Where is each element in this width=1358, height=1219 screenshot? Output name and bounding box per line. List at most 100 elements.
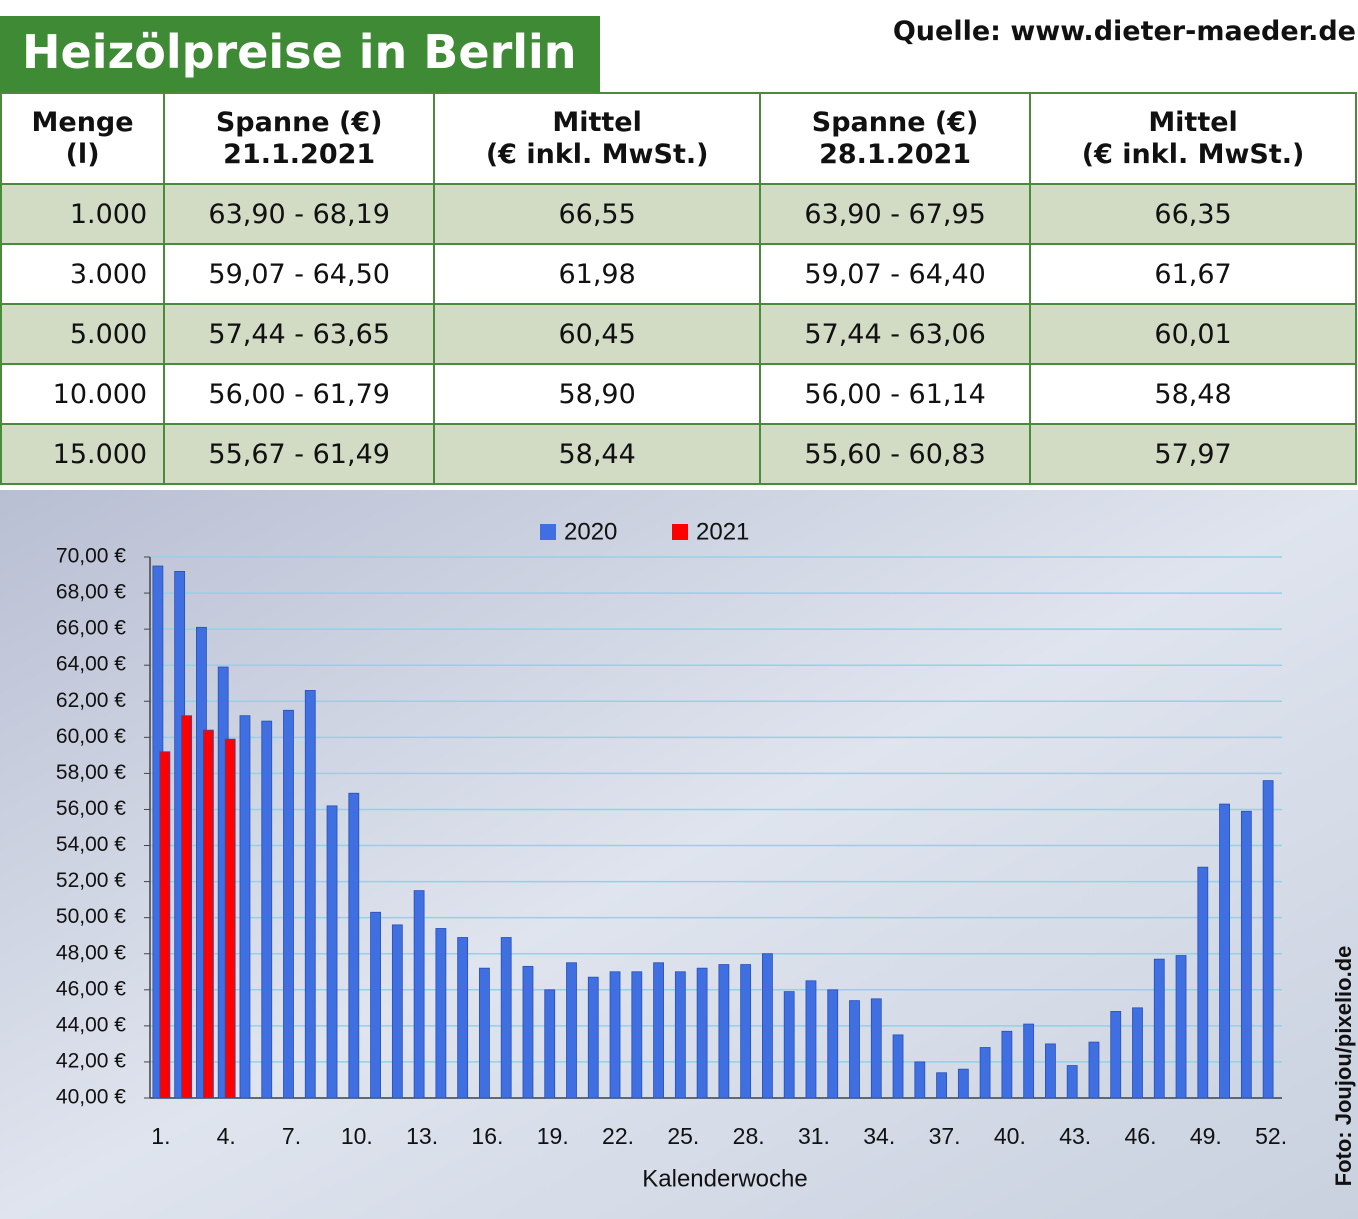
x-tick-label: 4. <box>217 1123 236 1149</box>
source: Quelle: www.dieter-maeder.de <box>892 16 1356 47</box>
header-line: (l) <box>65 138 100 170</box>
bar <box>370 911 381 1099</box>
bar <box>783 991 795 1099</box>
table-cell: 66,35 <box>1029 183 1357 245</box>
table-cell: 57,44 - 63,65 <box>163 303 436 365</box>
x-tick-label: 28. <box>733 1123 765 1149</box>
bar <box>413 890 425 1099</box>
bar <box>479 967 490 1099</box>
bar <box>870 998 882 1099</box>
x-tick-label: 31. <box>798 1123 830 1149</box>
bar <box>1088 1041 1100 1099</box>
column-header: Mittel (€ inkl. MwSt.) <box>433 92 762 185</box>
bar <box>435 928 447 1099</box>
bar <box>892 1034 904 1099</box>
x-tick-label: 40. <box>994 1123 1026 1149</box>
bar <box>674 971 686 1099</box>
header-line: 21.1.2021 <box>223 138 376 170</box>
table-cell: 58,90 <box>433 363 762 425</box>
table-cell: 3.000 <box>0 243 166 305</box>
table-cell: 61,98 <box>433 243 762 305</box>
bar <box>631 971 643 1099</box>
y-tick-label: 68,00 € <box>56 581 126 604</box>
table-cell: 58,48 <box>1029 363 1357 425</box>
bar <box>304 690 316 1099</box>
bar <box>696 967 708 1099</box>
column-header: Mittel (€ inkl. MwSt.) <box>1029 92 1357 185</box>
legend-swatch <box>540 524 556 540</box>
table-cell: 66,55 <box>433 183 762 245</box>
bar <box>1110 1011 1122 1099</box>
table-cell: 59,07 - 64,50 <box>163 243 436 305</box>
bar <box>653 962 664 1099</box>
table-cell: 61,67 <box>1029 243 1357 305</box>
bar <box>159 751 171 1099</box>
y-tick-label: 50,00 € <box>56 905 126 928</box>
bar <box>1153 958 1165 1099</box>
bar <box>239 715 251 1099</box>
y-tick-label: 54,00 € <box>56 833 126 856</box>
table-row: 10.000 56,00 - 61,79 58,90 56,00 - 61,14 58,… <box>0 363 1357 425</box>
x-tick-label: 13. <box>406 1123 438 1149</box>
x-tick-label: 46. <box>1125 1123 1157 1149</box>
header-line: Mittel <box>552 106 642 138</box>
photo-credit: Foto: Joujou/pixelio.de <box>1331 946 1356 1187</box>
x-tick-label: 10. <box>341 1123 373 1149</box>
x-tick-label: 43. <box>1059 1123 1091 1149</box>
table-cell: 10.000 <box>0 363 166 425</box>
table-cell: 56,00 - 61,14 <box>759 363 1032 425</box>
y-tick-label: 64,00 € <box>56 653 126 676</box>
bar <box>1001 1030 1013 1099</box>
x-tick-label: 52. <box>1255 1123 1287 1149</box>
table-cell: 5.000 <box>0 303 166 365</box>
table-cell: 57,44 - 63,06 <box>759 303 1032 365</box>
table-cell: 55,60 - 60,83 <box>759 423 1032 485</box>
table-cell: 1.000 <box>0 183 166 245</box>
bar <box>500 937 512 1099</box>
bar <box>544 989 556 1099</box>
y-tick-label: 46,00 € <box>56 977 126 1000</box>
bar <box>914 1061 926 1099</box>
header-line: 28.1.2021 <box>819 138 972 170</box>
bar <box>827 989 839 1099</box>
bar <box>1240 810 1252 1099</box>
x-tick-label: 1. <box>151 1123 170 1149</box>
x-axis-label: Kalenderwoche <box>642 1165 807 1192</box>
y-tick-label: 52,00 € <box>56 869 126 892</box>
bar <box>849 1000 860 1099</box>
bar <box>805 980 817 1099</box>
column-header: Spanne (€) 28.1.2021 <box>759 92 1032 185</box>
bar <box>762 953 773 1099</box>
bar <box>1219 803 1230 1099</box>
y-tick-label: 44,00 € <box>56 1013 126 1036</box>
y-tick-label: 70,00 € <box>56 545 126 568</box>
table-cell: 55,67 - 61,49 <box>163 423 436 485</box>
header-row: Menge (l) Spanne (€) 21.1.2021 Mittel (€ inkl… <box>0 92 1357 185</box>
column-header: Spanne (€) 21.1.2021 <box>163 92 436 185</box>
bar <box>936 1072 947 1099</box>
header-line: Spanne (€) <box>215 106 383 138</box>
bar <box>718 964 730 1099</box>
x-tick-label: 49. <box>1190 1123 1222 1149</box>
bar <box>1045 1043 1056 1099</box>
bar <box>326 805 338 1099</box>
x-tick-label: 37. <box>929 1123 961 1149</box>
bar <box>1132 1007 1143 1099</box>
y-tick-label: 42,00 € <box>56 1049 126 1072</box>
table-row: 15.000 55,67 - 61,49 58,44 55,60 - 60,83 57,… <box>0 423 1357 485</box>
bar <box>1197 866 1209 1099</box>
bar <box>587 976 599 1099</box>
table-row: 5.000 57,44 - 63,65 60,45 57,44 - 63,06 60,0… <box>0 303 1357 365</box>
table-row: 3.000 59,07 - 64,50 61,98 59,07 - 64,40 61,6… <box>0 243 1357 305</box>
table-cell: 63,90 - 68,19 <box>163 183 436 245</box>
header-line: Menge <box>31 106 134 138</box>
y-tick-label: 40,00 € <box>56 1086 126 1109</box>
y-tick-label: 56,00 € <box>56 797 126 820</box>
y-tick-label: 48,00 € <box>56 941 126 964</box>
legend-label: 2021 <box>696 518 749 545</box>
bar <box>1175 955 1187 1099</box>
bar <box>740 964 752 1099</box>
x-tick-label: 22. <box>602 1123 634 1149</box>
table-cell: 63,90 - 67,95 <box>759 183 1032 245</box>
